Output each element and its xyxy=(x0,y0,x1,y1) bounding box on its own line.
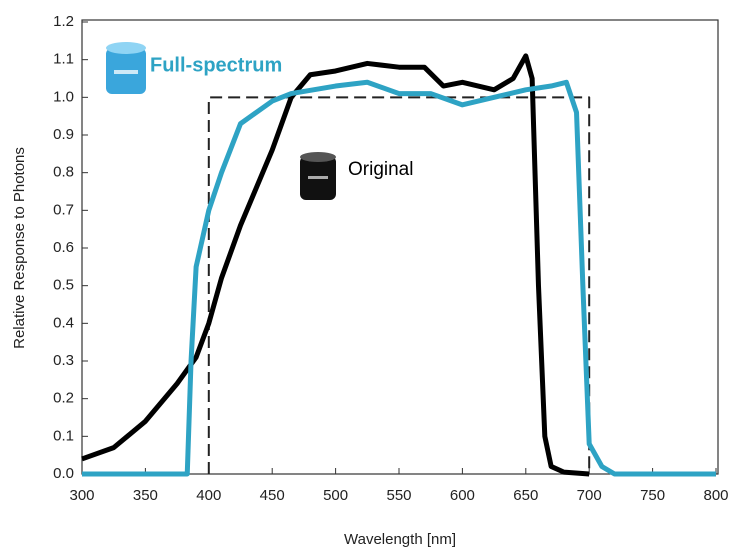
x-tick-label: 400 xyxy=(196,487,221,504)
x-tick-label: 300 xyxy=(69,487,94,504)
y-tick-label: 0.9 xyxy=(53,126,74,143)
x-tick-label: 700 xyxy=(577,487,602,504)
y-tick-label: 0.0 xyxy=(53,465,74,482)
full-spectrum-icon xyxy=(106,42,146,94)
x-tick-label: 450 xyxy=(260,487,285,504)
y-axis-label: Relative Response to Photons xyxy=(11,147,28,349)
legend-label: Original xyxy=(348,159,413,180)
series-line xyxy=(81,53,590,477)
y-tick-label: 1.0 xyxy=(53,88,74,105)
reference-line xyxy=(207,96,591,474)
y-tick-label: 1.2 xyxy=(53,13,74,30)
y-tick-label: 0.1 xyxy=(53,427,74,444)
x-tick-label: 650 xyxy=(513,487,538,504)
x-tick-label: 600 xyxy=(450,487,475,504)
y-tick-label: 0.3 xyxy=(53,352,74,369)
original-icon xyxy=(300,152,336,200)
x-tick-label: 350 xyxy=(133,487,158,504)
y-tick-label: 0.8 xyxy=(53,164,74,181)
legend-label: Full-spectrum xyxy=(150,54,282,76)
x-tick-label: 550 xyxy=(386,487,411,504)
y-tick-label: 0.4 xyxy=(53,314,74,331)
y-tick-label: 1.1 xyxy=(53,51,74,68)
x-axis-label: Wavelength [nm] xyxy=(344,531,456,548)
y-tick-label: 0.7 xyxy=(53,201,74,218)
series-line xyxy=(82,79,716,477)
y-tick-label: 0.5 xyxy=(53,277,74,294)
y-tick-label: 0.2 xyxy=(53,390,74,407)
x-tick-label: 800 xyxy=(703,487,728,504)
x-tick-label: 500 xyxy=(323,487,348,504)
y-tick-label: 0.6 xyxy=(53,239,74,256)
plot-frame xyxy=(81,19,719,475)
x-tick-label: 750 xyxy=(640,487,665,504)
